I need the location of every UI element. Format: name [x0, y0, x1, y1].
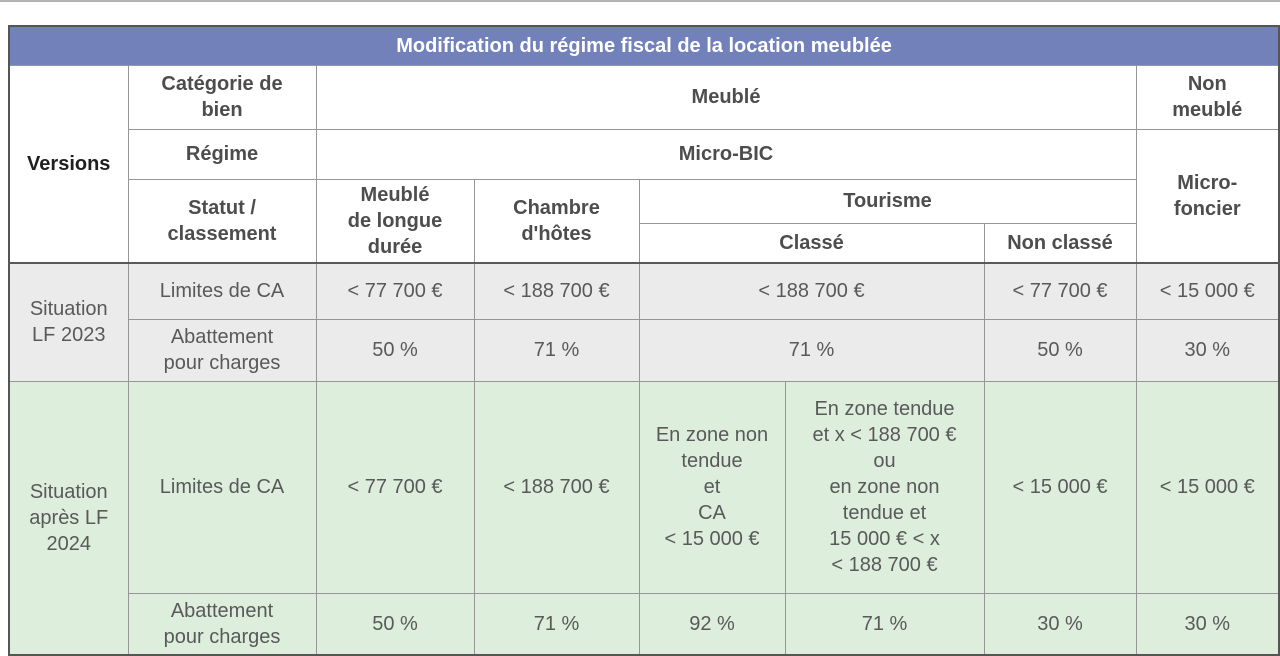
section-label-lf-2023: Situation LF 2023 — [8, 262, 129, 382]
cell-2024-limites-micro-foncier: < 15 000 € — [1135, 380, 1280, 594]
row-label-abattement-2023: Abattement pour charges — [127, 318, 317, 382]
row-label-abattement-2024: Abattement pour charges — [127, 592, 317, 656]
cell-2023-abattement-tourisme-classe: 71 % — [638, 318, 985, 382]
cell-2023-abattement-micro-foncier: 30 % — [1135, 318, 1280, 382]
cell-2024-abattement-classe-zone-non-tendue: 92 % — [638, 592, 786, 656]
cell-2023-abattement-chambre-dhotes: 71 % — [473, 318, 640, 382]
cell-2024-limites-classe-zone-non-tendue: En zone non tendue et CA < 15 000 € — [638, 380, 786, 594]
cell-2024-abattement-tourisme-non-classe: 30 % — [983, 592, 1137, 656]
header-versions: Versions — [8, 64, 129, 264]
cell-2023-limites-micro-foncier: < 15 000 € — [1135, 262, 1280, 320]
header-meuble-longue-duree: Meublé de longue durée — [315, 178, 475, 264]
header-chambre-dhotes: Chambre d'hôtes — [473, 178, 640, 264]
cell-2023-abattement-meuble-longue-duree: 50 % — [315, 318, 475, 382]
fiscal-regime-table: Modification du régime fiscal de la loca… — [8, 25, 1280, 656]
cell-2023-limites-tourisme-non-classe: < 77 700 € — [983, 262, 1137, 320]
cell-2024-limites-classe-zone-tendue: En zone tendue et x < 188 700 € ou en zo… — [784, 380, 985, 594]
header-micro-bic: Micro-BIC — [315, 128, 1137, 180]
cell-2024-abattement-micro-foncier: 30 % — [1135, 592, 1280, 656]
header-micro-foncier: Micro- foncier — [1135, 128, 1280, 264]
cell-2023-limites-chambre-dhotes: < 188 700 € — [473, 262, 640, 320]
page-top-divider — [0, 0, 1280, 2]
row-label-limites-ca-2024: Limites de CA — [127, 380, 317, 594]
cell-2024-limites-chambre-dhotes: < 188 700 € — [473, 380, 640, 594]
section-label-lf-2024: Situation après LF 2024 — [8, 380, 129, 656]
cell-2023-limites-tourisme-classe: < 188 700 € — [638, 262, 985, 320]
header-categorie-de-bien: Catégorie de bien — [127, 64, 317, 130]
cell-2024-abattement-classe-zone-tendue: 71 % — [784, 592, 985, 656]
cell-2024-limites-meuble-longue-duree: < 77 700 € — [315, 380, 475, 594]
header-tourisme-non-classe: Non classé — [983, 222, 1137, 264]
cell-2024-limites-tourisme-non-classe: < 15 000 € — [983, 380, 1137, 594]
header-meuble: Meublé — [315, 64, 1137, 130]
cell-2023-limites-meuble-longue-duree: < 77 700 € — [315, 262, 475, 320]
header-non-meuble: Non meublé — [1135, 64, 1280, 130]
header-tourisme-classe: Classé — [638, 222, 985, 264]
row-label-limites-ca-2023: Limites de CA — [127, 262, 317, 320]
header-tourisme: Tourisme — [638, 178, 1137, 224]
cell-2024-abattement-meuble-longue-duree: 50 % — [315, 592, 475, 656]
cell-2023-abattement-tourisme-non-classe: 50 % — [983, 318, 1137, 382]
table-title: Modification du régime fiscal de la loca… — [8, 25, 1280, 66]
header-regime: Régime — [127, 128, 317, 180]
cell-2024-abattement-chambre-dhotes: 71 % — [473, 592, 640, 656]
header-statut-classement: Statut / classement — [127, 178, 317, 264]
